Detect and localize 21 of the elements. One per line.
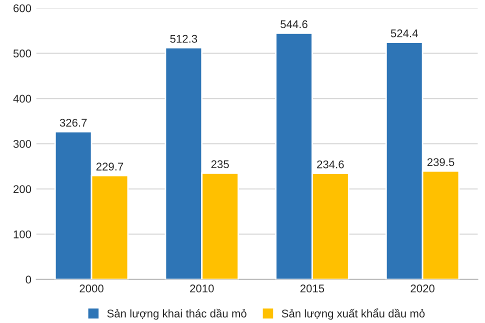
y-tick-label: 600 [14, 4, 32, 12]
y-tick-label: 400 [13, 94, 32, 103]
data-label: 326.7 [60, 118, 87, 127]
y-tick-label: 500 [13, 50, 32, 58]
x-tick-label: 2020 [410, 284, 434, 292]
y-tick-label: 0 [26, 276, 32, 284]
data-label: 229.7 [96, 162, 124, 171]
x-tick-label: 2000 [80, 284, 104, 292]
legend-label: Sản lượng khai thác dầu mỏ [107, 308, 246, 320]
y-tick-label: 200 [14, 185, 32, 194]
legend-label: Sản lượng xuất khẩu dầu mỏ [282, 308, 425, 320]
data-label: 512.3 [170, 34, 198, 43]
x-tick-label: 2010 [190, 284, 214, 292]
y-tick-label: 100 [14, 230, 32, 238]
data-label: 235 [211, 160, 229, 168]
y-tick-label: 300 [13, 140, 32, 148]
data-label: 234.6 [317, 160, 344, 168]
x-tick-label: 2015 [300, 284, 324, 292]
data-label: 544.6 [280, 20, 308, 28]
data-label: 239.5 [427, 158, 454, 166]
data-label: 524.4 [390, 29, 418, 38]
